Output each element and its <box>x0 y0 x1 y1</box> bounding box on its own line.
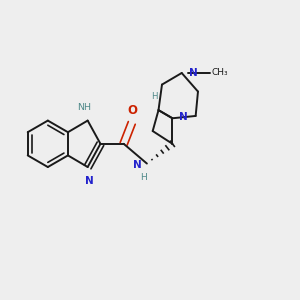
Text: N: N <box>179 112 188 122</box>
Text: N: N <box>85 176 93 186</box>
Text: N: N <box>134 160 142 170</box>
Text: H: H <box>152 92 158 101</box>
Text: O: O <box>128 104 138 117</box>
Text: H: H <box>140 173 147 182</box>
Text: N: N <box>188 68 197 78</box>
Text: NH: NH <box>78 103 92 112</box>
Text: CH₃: CH₃ <box>212 68 228 77</box>
